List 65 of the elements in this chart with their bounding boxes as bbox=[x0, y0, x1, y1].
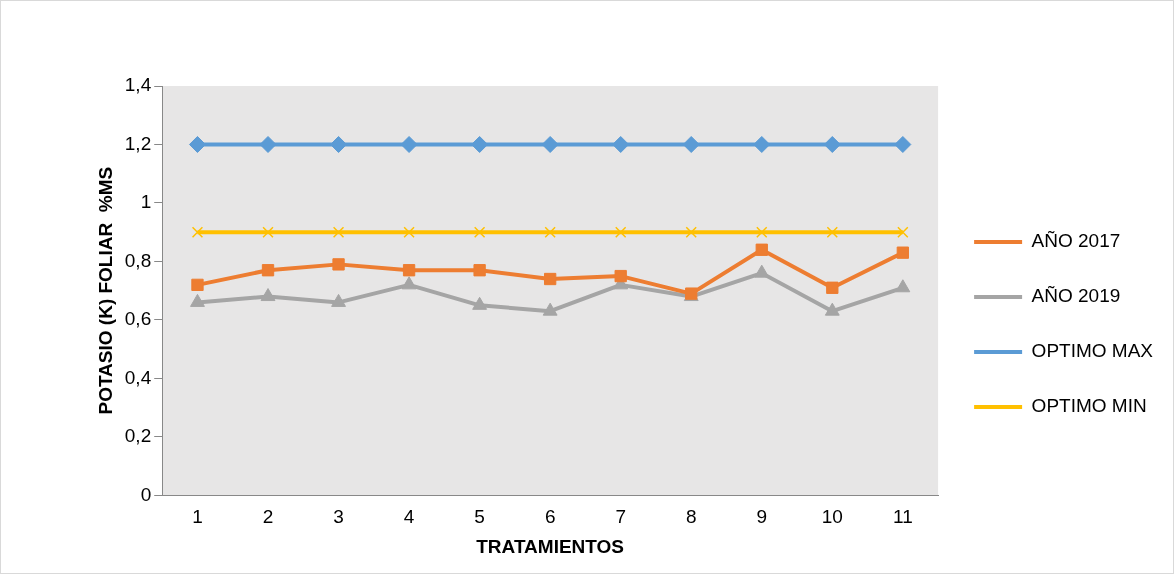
point bbox=[823, 135, 841, 153]
point bbox=[191, 278, 204, 292]
point bbox=[894, 135, 912, 153]
point bbox=[259, 135, 277, 153]
point bbox=[190, 293, 205, 307]
y-tick-label: 0,4 bbox=[124, 366, 152, 388]
point bbox=[895, 279, 911, 293]
point bbox=[542, 302, 558, 316]
y-tick-label: 1,4 bbox=[124, 74, 152, 96]
x-tick-label: 8 bbox=[685, 506, 697, 528]
point bbox=[685, 226, 697, 238]
point bbox=[332, 226, 345, 238]
y-tick-label: 1 bbox=[140, 191, 152, 213]
point bbox=[756, 226, 768, 238]
point bbox=[896, 246, 909, 259]
x-tick-label: 11 bbox=[892, 506, 913, 528]
point bbox=[824, 302, 840, 316]
point bbox=[401, 276, 417, 290]
point bbox=[541, 135, 559, 153]
point bbox=[331, 293, 346, 307]
y-axis-title: POTASIO (K) FOLIAR %MS bbox=[94, 166, 116, 415]
point bbox=[544, 226, 556, 238]
y-tick-label: 0,6 bbox=[124, 308, 152, 330]
y-tick-label: 0 bbox=[140, 483, 152, 505]
point bbox=[188, 135, 206, 153]
point bbox=[614, 269, 627, 283]
point bbox=[262, 226, 274, 238]
legend-label: AÑO 2017 bbox=[1031, 230, 1121, 252]
point bbox=[897, 226, 909, 238]
y-tick-label: 0,8 bbox=[124, 249, 152, 271]
point bbox=[473, 264, 486, 277]
x-tick-label: 1 bbox=[192, 506, 203, 528]
point bbox=[402, 264, 416, 277]
point bbox=[755, 243, 768, 256]
point bbox=[191, 226, 204, 238]
point bbox=[612, 135, 630, 153]
x-tick-label: 5 bbox=[474, 506, 485, 528]
point bbox=[754, 264, 770, 278]
point bbox=[753, 135, 771, 153]
x-tick-label: 6 bbox=[544, 506, 556, 528]
point bbox=[261, 264, 275, 277]
x-tick-label: 9 bbox=[756, 506, 768, 528]
point bbox=[826, 281, 839, 294]
point bbox=[544, 272, 557, 286]
point bbox=[826, 226, 838, 238]
x-axis-title: TRATAMIENTOS bbox=[476, 535, 625, 557]
point bbox=[682, 135, 700, 153]
x-tick-label: 10 bbox=[821, 506, 843, 528]
x-tick-label: 7 bbox=[615, 506, 626, 528]
point bbox=[400, 135, 418, 153]
y-tick-label: 1,2 bbox=[124, 132, 152, 154]
point bbox=[403, 226, 415, 238]
legend-label: OPTIMO MIN bbox=[1031, 395, 1147, 417]
x-tick-label: 3 bbox=[333, 506, 344, 528]
point bbox=[473, 226, 486, 238]
x-tick-label: 2 bbox=[262, 506, 274, 528]
point bbox=[472, 296, 488, 310]
legend-label: AÑO 2019 bbox=[1031, 285, 1121, 307]
point bbox=[260, 288, 276, 302]
point bbox=[471, 135, 489, 153]
point bbox=[332, 258, 345, 271]
y-tick-label: 0,2 bbox=[124, 425, 152, 447]
legend-label: OPTIMO MAX bbox=[1031, 340, 1154, 362]
point bbox=[615, 226, 627, 238]
x-tick-label: 4 bbox=[403, 506, 415, 528]
